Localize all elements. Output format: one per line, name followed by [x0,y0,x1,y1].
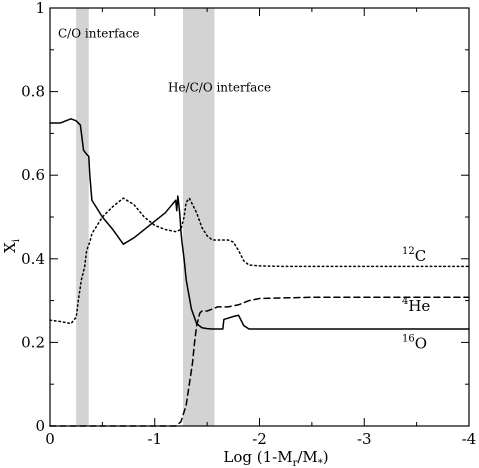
x-tick-label: 0 [45,430,55,448]
plot-area-border [49,7,470,427]
y-tick-label: 0.6 [21,166,45,184]
axis-ticks [49,7,470,427]
y-axis-title: Xi [1,239,22,253]
series-lines [49,118,470,427]
annotations: C/O interface He/C/O interface [58,26,271,94]
interface-bands [76,8,215,426]
series-label-4He: 4He [402,296,430,315]
series-labels: 16O 12C 4He [402,246,430,353]
x-tick-label: -3 [357,430,372,448]
x-axis-title: Log (1-Mr/M*) [223,448,328,468]
y-tick-label: 1 [35,0,45,17]
series-label-16O: 16O [402,334,427,353]
y-tick-label: 0.8 [21,83,45,101]
annotation-1: He/C/O interface [168,81,271,95]
series-line-16O [49,118,470,330]
x-tick-label: -4 [462,430,477,448]
series-line-4He [49,296,470,427]
y-tick-label: 0 [35,417,45,435]
y-tick-label: 0.4 [21,250,45,268]
x-tick-label: -1 [147,430,162,448]
annotation-0: C/O interface [58,26,140,40]
plot-frame [49,7,470,427]
x-tick-label: -2 [252,430,267,448]
interface-band-0 [76,8,89,426]
interface-band-1 [183,8,215,426]
tick-labels: 0 -1 -2 -3 -4 0 0.2 0.4 0.6 0.8 1 [21,0,476,448]
series-label-12C: 12C [402,246,426,265]
y-tick-label: 0.2 [21,333,45,351]
series-line-12C [49,197,470,325]
